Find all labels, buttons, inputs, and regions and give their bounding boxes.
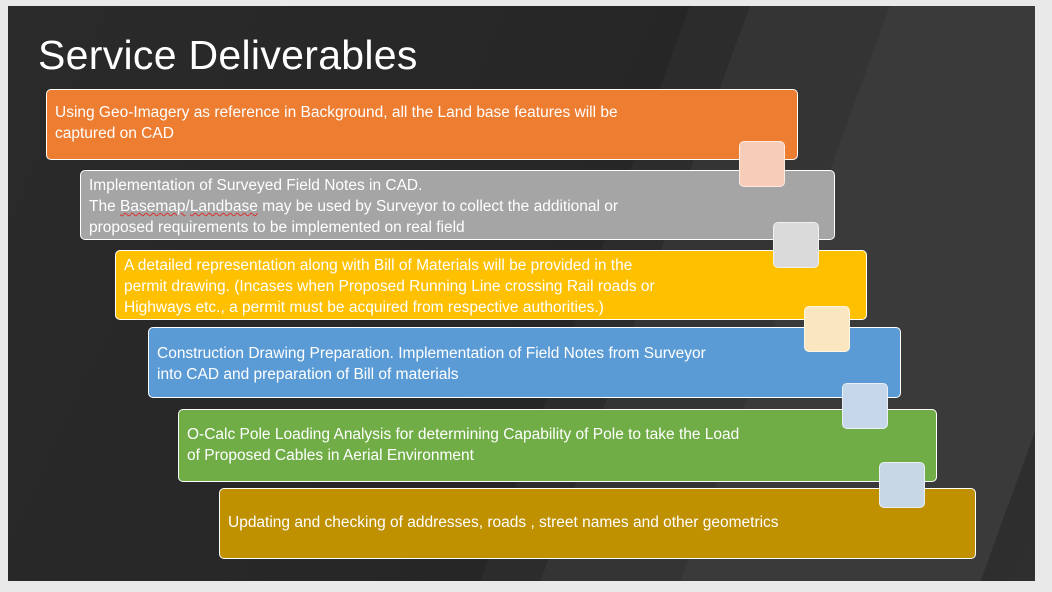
- step-text-line: A detailed representation along with Bil…: [124, 257, 633, 274]
- slide-title[interactable]: Service Deliverables: [38, 32, 418, 78]
- text-fragment: may be used by Surveyor to collect the a…: [257, 198, 619, 215]
- step-box-construction-drawing[interactable]: Construction Drawing Preparation. Implem…: [148, 327, 901, 398]
- slide-canvas: Service Deliverables Using Geo-Imagery a…: [8, 6, 1035, 581]
- step-text-line: The Basemap/Landbase may be used by Surv…: [89, 196, 826, 217]
- step-text-line: O-Calc Pole Loading Analysis for determi…: [187, 426, 740, 443]
- step-text-line: permit drawing. (Incases when Proposed R…: [124, 278, 655, 295]
- step-connector: [879, 462, 925, 508]
- step-connector: [842, 383, 888, 429]
- step-box-pole-loading[interactable]: O-Calc Pole Loading Analysis for determi…: [178, 409, 937, 482]
- step-text-line: Using Geo-Imagery as reference in Backgr…: [55, 104, 618, 121]
- step-box-address-updates[interactable]: Updating and checking of addresses, road…: [219, 488, 976, 559]
- step-text-line: proposed requirements to be implemented …: [89, 219, 465, 236]
- step-connector: [773, 222, 819, 268]
- step-text-line: of Proposed Cables in Aerial Environment: [187, 447, 474, 464]
- text-fragment: The: [89, 198, 121, 215]
- step-text-line: into CAD and preparation of Bill of mate…: [157, 366, 459, 383]
- step-text-line: Highways etc., a permit must be acquired…: [124, 299, 604, 316]
- text-fragment: /: [185, 198, 190, 215]
- step-box-field-notes[interactable]: Implementation of Surveyed Field Notes i…: [80, 170, 835, 240]
- step-text-line: Implementation of Surveyed Field Notes i…: [89, 177, 423, 194]
- spellcheck-word: Landbase: [189, 198, 258, 215]
- step-text-line: Updating and checking of addresses, road…: [228, 514, 779, 531]
- spellcheck-word: Basemap: [120, 198, 186, 215]
- step-connector: [739, 141, 785, 187]
- step-box-geo-imagery[interactable]: Using Geo-Imagery as reference in Backgr…: [46, 89, 798, 160]
- step-connector: [804, 306, 850, 352]
- step-text-line: captured on CAD: [55, 125, 174, 142]
- step-text-line: Construction Drawing Preparation. Implem…: [157, 345, 706, 362]
- step-box-permit-drawing[interactable]: A detailed representation along with Bil…: [115, 250, 867, 320]
